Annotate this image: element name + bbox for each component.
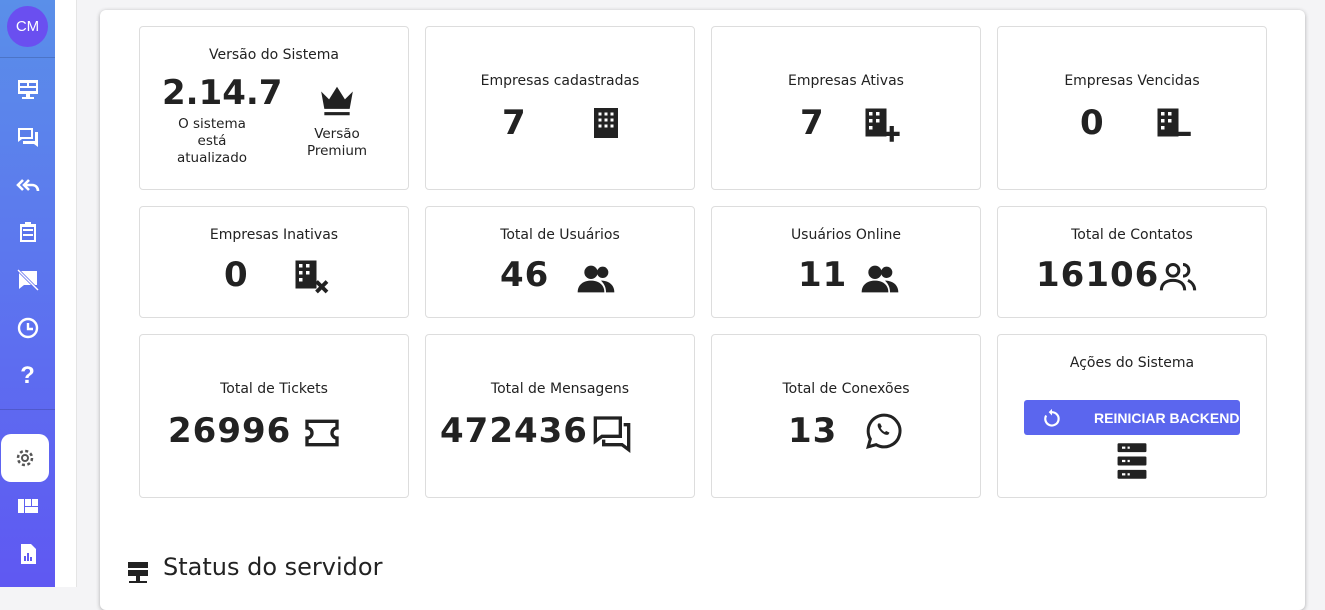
card-system-version: Versão do Sistema 2.14.7 O sistema está … xyxy=(139,26,409,190)
card-title: Versão do Sistema xyxy=(208,47,340,63)
card-inactive-companies: Empresas Inativas 0 xyxy=(139,206,409,318)
ticket-icon xyxy=(305,419,339,447)
card-total-messages: Total de Mensagens 472436 xyxy=(425,334,695,498)
chat-off-icon[interactable] xyxy=(12,266,43,294)
avatar[interactable]: CM xyxy=(7,6,48,47)
card-online-users: Usuários Online 11 xyxy=(711,206,981,318)
reply-all-icon[interactable] xyxy=(12,171,43,199)
plan-label: Versão Premium xyxy=(306,126,368,159)
version-value: 2.14.7 xyxy=(162,73,283,113)
restart-icon xyxy=(1044,408,1060,427)
card-value: 46 xyxy=(500,255,550,295)
server-status-icon xyxy=(128,562,148,583)
card-title: Ações do Sistema xyxy=(1069,355,1195,371)
drawer-rail xyxy=(55,0,77,587)
card-value: 26996 xyxy=(168,411,292,451)
whatsapp-icon xyxy=(866,413,902,449)
restart-backend-label: REINICIAR BACKEND xyxy=(1094,409,1240,426)
sidebar: CM ? xyxy=(0,0,55,587)
card-system-actions: Ações do Sistema REINICIAR BACKEND xyxy=(997,334,1267,498)
card-value: 16106 xyxy=(1036,255,1160,295)
card-active-companies: Empresas Ativas 7 xyxy=(711,26,981,190)
card-expired-companies: Empresas Vencidas 0 xyxy=(997,26,1267,190)
chat-icon xyxy=(593,416,631,453)
card-value: 13 xyxy=(788,411,838,451)
chat-icon[interactable] xyxy=(12,123,43,151)
card-title: Usuários Online xyxy=(790,227,902,243)
card-title: Total de Mensagens xyxy=(490,381,630,397)
card-title: Empresas Inativas xyxy=(209,227,339,243)
help-icon[interactable]: ? xyxy=(20,362,35,389)
card-title: Empresas Ativas xyxy=(788,73,904,89)
card-total-contacts: Total de Contatos 16106 xyxy=(997,206,1267,318)
dashboard-icon[interactable] xyxy=(12,75,43,103)
kanban-icon[interactable] xyxy=(12,492,43,520)
server-icon xyxy=(1117,443,1147,479)
building-minus-icon xyxy=(1157,108,1191,137)
card-title: Empresas Vencidas xyxy=(1064,73,1200,89)
card-title: Total de Tickets xyxy=(220,381,328,397)
clock-icon[interactable] xyxy=(12,314,43,342)
card-value: 7 xyxy=(502,103,527,143)
card-total-tickets: Total de Tickets 26996 xyxy=(139,334,409,498)
settings-icon[interactable] xyxy=(1,434,49,482)
divider xyxy=(0,57,55,58)
card-companies: Empresas cadastradas 7 xyxy=(425,26,695,190)
crown-icon xyxy=(321,86,353,116)
report-icon[interactable] xyxy=(12,540,43,568)
card-value: 11 xyxy=(798,255,848,295)
card-value: 0 xyxy=(224,255,249,295)
card-value: 0 xyxy=(1080,103,1105,143)
card-value: 472436 xyxy=(440,411,588,451)
users-icon xyxy=(861,265,899,293)
card-title: Total de Conexões xyxy=(782,381,910,397)
building-plus-icon xyxy=(865,108,900,142)
clipboard-list-icon[interactable] xyxy=(12,218,43,246)
card-title: Empresas cadastradas xyxy=(480,73,640,89)
restart-backend-button[interactable]: REINICIAR BACKEND xyxy=(1024,400,1240,435)
building-icon xyxy=(594,108,618,138)
card-total-connections: Total de Conexões 13 xyxy=(711,334,981,498)
card-title: Total de Contatos xyxy=(1071,227,1193,243)
divider xyxy=(0,409,55,410)
card-value: 7 xyxy=(800,103,825,143)
card-title: Total de Usuários xyxy=(500,227,620,243)
users-outline-icon xyxy=(1159,263,1197,291)
card-total-users: Total de Usuários 46 xyxy=(425,206,695,318)
server-status-title: Status do servidor xyxy=(163,553,383,581)
users-icon xyxy=(577,265,615,293)
building-x-icon xyxy=(295,260,329,294)
update-status: O sistema está atualizado xyxy=(176,116,248,166)
